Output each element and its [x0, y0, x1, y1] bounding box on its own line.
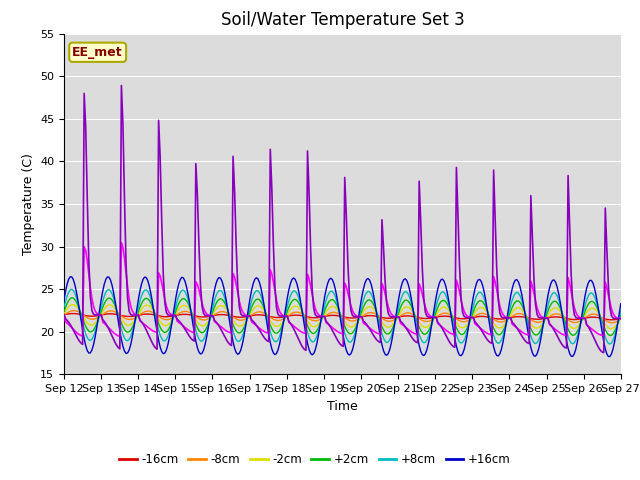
X-axis label: Time: Time	[327, 400, 358, 413]
Text: EE_met: EE_met	[72, 46, 123, 59]
Y-axis label: Temperature (C): Temperature (C)	[22, 153, 35, 255]
Title: Soil/Water Temperature Set 3: Soil/Water Temperature Set 3	[221, 11, 464, 29]
